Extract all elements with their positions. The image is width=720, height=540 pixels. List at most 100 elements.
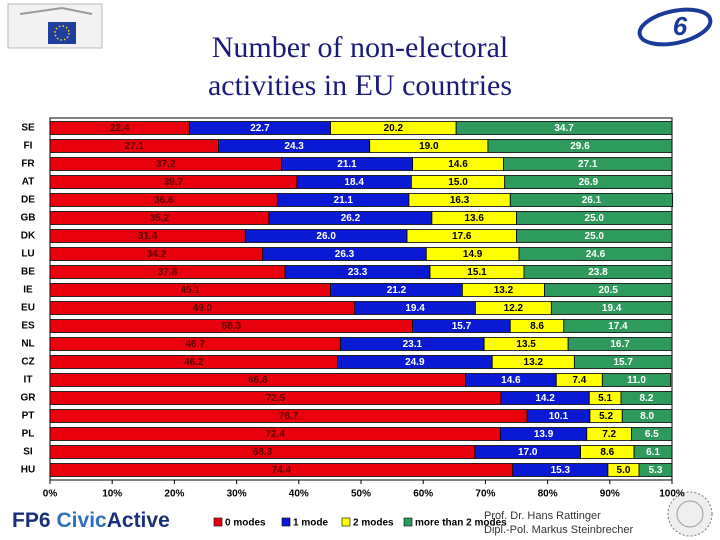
bar-segment xyxy=(504,175,673,189)
y-tick-label: LU xyxy=(21,249,34,260)
chart-title: Number of non-electoral activities in EU … xyxy=(208,31,512,102)
data-label: 24.9 xyxy=(405,357,425,368)
data-label: 17.6 xyxy=(452,231,472,242)
data-label: 20.5 xyxy=(599,285,619,296)
data-label: 72.5 xyxy=(266,393,286,404)
data-label: 14.9 xyxy=(463,249,483,260)
data-label: 15.7 xyxy=(613,357,633,368)
bar-segment xyxy=(544,283,673,297)
x-tick-label: 70% xyxy=(475,489,495,500)
legend-swatch xyxy=(403,517,413,527)
data-label: 26.3 xyxy=(335,249,355,260)
legend-swatch xyxy=(341,517,351,527)
data-label: 19.4 xyxy=(602,303,622,314)
data-label: 13.2 xyxy=(524,357,544,368)
x-tick-label: 80% xyxy=(538,489,558,500)
brand: FP6 CivicActive xyxy=(12,509,170,532)
data-label: 34.7 xyxy=(554,123,574,134)
data-label: 21.2 xyxy=(387,285,407,296)
data-label: 45.1 xyxy=(181,285,201,296)
bar-segment xyxy=(621,409,673,423)
y-tick-label: GB xyxy=(21,213,36,224)
data-label: 27.1 xyxy=(578,159,598,170)
y-tick-label: PL xyxy=(22,429,35,440)
author: Prof. Dr. Hans Rattinger xyxy=(484,510,601,522)
data-label: 26.0 xyxy=(316,231,336,242)
data-label: 24.6 xyxy=(586,249,606,260)
data-label: 68.3 xyxy=(253,447,273,458)
y-tick-label: ES xyxy=(21,321,35,332)
data-label: 5.1 xyxy=(598,393,612,404)
data-label: 8.2 xyxy=(640,393,654,404)
data-label: 37.8 xyxy=(158,267,178,278)
data-label: 19.4 xyxy=(405,303,425,314)
bar-segment xyxy=(503,157,673,171)
data-label: 34.2 xyxy=(147,249,167,260)
bar-segment xyxy=(563,319,673,333)
data-label: 5.0 xyxy=(617,465,631,476)
data-label: 8.6 xyxy=(600,447,614,458)
data-label: 22.4 xyxy=(110,123,130,134)
legend-label: 1 mode xyxy=(293,518,328,529)
seal xyxy=(667,491,713,537)
data-label: 23.3 xyxy=(348,267,368,278)
bar-segment xyxy=(516,229,673,243)
data-label: 7.2 xyxy=(602,429,616,440)
data-label: 6.5 xyxy=(645,429,659,440)
data-label: 29.6 xyxy=(570,141,590,152)
data-label: 26.2 xyxy=(341,213,361,224)
data-label: 76.7 xyxy=(279,411,299,422)
data-label: 18.4 xyxy=(344,177,364,188)
data-label: 12.2 xyxy=(504,303,524,314)
x-tick-label: 30% xyxy=(227,489,247,500)
fp6-logo: 6 xyxy=(637,7,713,47)
x-tick-label: 20% xyxy=(164,489,184,500)
y-tick-label: IE xyxy=(23,285,33,296)
data-label: 17.0 xyxy=(518,447,538,458)
data-label: 14.6 xyxy=(448,159,468,170)
y-tick-label: CZ xyxy=(21,357,34,368)
data-label: 17.4 xyxy=(608,321,628,332)
data-label: 21.1 xyxy=(334,195,354,206)
data-label: 19.0 xyxy=(419,141,439,152)
bar-segment xyxy=(567,337,673,351)
data-label: 25.0 xyxy=(585,213,605,224)
x-tick-label: 90% xyxy=(600,489,620,500)
data-label: 15.7 xyxy=(452,321,472,332)
data-label: 14.2 xyxy=(535,393,555,404)
data-label: 26.9 xyxy=(579,177,599,188)
data-label: 8.6 xyxy=(530,321,544,332)
y-tick-label: DK xyxy=(21,231,36,242)
data-label: 13.9 xyxy=(534,429,554,440)
legend-label: 0 modes xyxy=(225,518,266,529)
data-label: 5.3 xyxy=(649,465,663,476)
data-label: 23.8 xyxy=(588,267,608,278)
data-label: 15.1 xyxy=(467,267,487,278)
legend-swatch xyxy=(281,517,291,527)
data-label: 46.2 xyxy=(184,357,204,368)
svg-text:6: 6 xyxy=(673,11,688,41)
data-label: 35.2 xyxy=(150,213,170,224)
x-tick-label: 40% xyxy=(289,489,309,500)
bar-segment xyxy=(523,265,673,279)
data-label: 14.6 xyxy=(501,375,521,386)
data-label: 5.2 xyxy=(599,411,613,422)
bar-segment xyxy=(638,463,673,477)
y-tick-label: HU xyxy=(21,465,35,476)
data-label: 8.0 xyxy=(640,411,654,422)
bar-segment xyxy=(487,139,673,153)
bar-segment xyxy=(518,247,673,261)
data-label: 22.7 xyxy=(250,123,270,134)
y-tick-label: EU xyxy=(21,303,35,314)
legend-label: more than 2 modes xyxy=(415,518,507,529)
y-tick-label: IT xyxy=(24,375,33,386)
y-tick-label: BE xyxy=(21,267,35,278)
data-label: 24.3 xyxy=(284,141,304,152)
data-label: 49.0 xyxy=(193,303,213,314)
data-label: 7.4 xyxy=(572,375,586,386)
data-label: 13.6 xyxy=(464,213,484,224)
x-tick-label: 50% xyxy=(351,489,371,500)
data-label: 72.4 xyxy=(265,429,285,440)
data-label: 16.3 xyxy=(450,195,470,206)
